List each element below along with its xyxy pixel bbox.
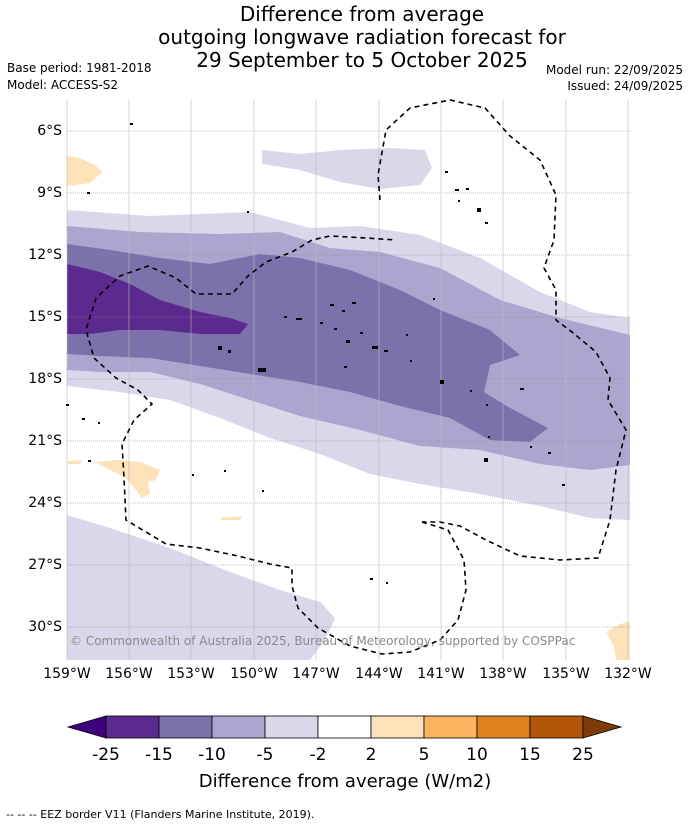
pos-area-small2 — [220, 516, 242, 520]
band-neg2-neg5-top — [262, 148, 432, 189]
colorbar-extend-low — [66, 715, 107, 739]
copyright-notice: © Commonwealth of Australia 2025, Bureau… — [70, 634, 576, 648]
eez-french-polynesia — [377, 99, 627, 561]
lon-label: 138°W — [479, 666, 527, 682]
lon-label: 153°W — [167, 666, 215, 682]
colorbar-bin-6 — [370, 715, 425, 739]
lon-label: 147°W — [292, 666, 340, 682]
lon-label: 141°W — [417, 666, 465, 682]
colorbar-title: Difference from average (W/m2) — [198, 771, 492, 792]
colorbar-tick: 15 — [519, 745, 541, 765]
colorbar-tick: 10 — [466, 745, 488, 765]
lat-label: 9°S — [37, 185, 62, 201]
pos-area-nw — [67, 156, 102, 186]
colorbar-tick: 2 — [365, 745, 377, 765]
band-neg15-neg25 — [67, 264, 248, 334]
colorbar-bin-5 — [317, 715, 372, 739]
colorbar-tick: 25 — [572, 745, 594, 765]
colorbar — [66, 715, 623, 739]
colorbar-tick: -10 — [198, 745, 226, 765]
model-name: Model: ACCESS-S2 — [7, 78, 119, 92]
colorbar-bin-9 — [529, 715, 584, 739]
colorbar-tick: -2 — [309, 745, 327, 765]
model-run: Model run: 22/09/2025 — [545, 63, 683, 77]
lon-label: 144°W — [355, 666, 403, 682]
colorbar-tick: -5 — [256, 745, 274, 765]
colorbar-bin-4 — [264, 715, 319, 739]
lat-label: 27°S — [28, 557, 62, 573]
pos-area-small1 — [68, 460, 82, 464]
eez-central — [85, 235, 467, 655]
colorbar-extend-high — [582, 715, 623, 739]
band-neg2-neg5-south — [67, 515, 335, 660]
olr-anomaly-shading — [67, 148, 630, 660]
title-line-2: outgoing longwave radiation forecast for — [158, 25, 566, 49]
title-line-1: Difference from average — [239, 2, 485, 26]
band-neg10-neg15 — [67, 244, 548, 442]
lat-label: 21°S — [28, 433, 62, 449]
colorbar-tick: -15 — [145, 745, 173, 765]
colorbar-tick: 5 — [418, 745, 430, 765]
lon-label: 150°W — [230, 666, 278, 682]
lon-label: 132°W — [604, 666, 652, 682]
lat-label: 15°S — [28, 309, 62, 325]
colorbar-bin-3 — [211, 715, 266, 739]
lon-label: 156°W — [105, 666, 153, 682]
eez-legend-footer: -- -- -- EEZ border V11 (Flanders Marine… — [6, 808, 315, 821]
colorbar-tick: -25 — [92, 745, 120, 765]
lat-label: 18°S — [28, 371, 62, 387]
colorbar-bin-8 — [476, 715, 531, 739]
issued-date: Issued: 24/09/2025 — [567, 79, 683, 93]
title-line-3: 29 September to 5 October 2025 — [196, 48, 528, 72]
graticule — [66, 100, 630, 660]
lat-label: 24°S — [28, 495, 62, 511]
base-period: Base period: 1981-2018 — [7, 61, 152, 75]
lat-label: 6°S — [37, 123, 62, 139]
islands — [66, 123, 565, 584]
eez-borders — [85, 99, 627, 655]
lon-label: 159°W — [43, 666, 91, 682]
colorbar-bin-1 — [105, 715, 160, 739]
pos-area-se — [606, 622, 630, 660]
lat-label: 30°S — [28, 619, 62, 635]
lon-label: 135°W — [542, 666, 590, 682]
colorbar-bin-7 — [423, 715, 478, 739]
colorbar-bin-2 — [158, 715, 213, 739]
lat-label: 12°S — [28, 247, 62, 263]
pos-area-cook — [95, 460, 160, 498]
